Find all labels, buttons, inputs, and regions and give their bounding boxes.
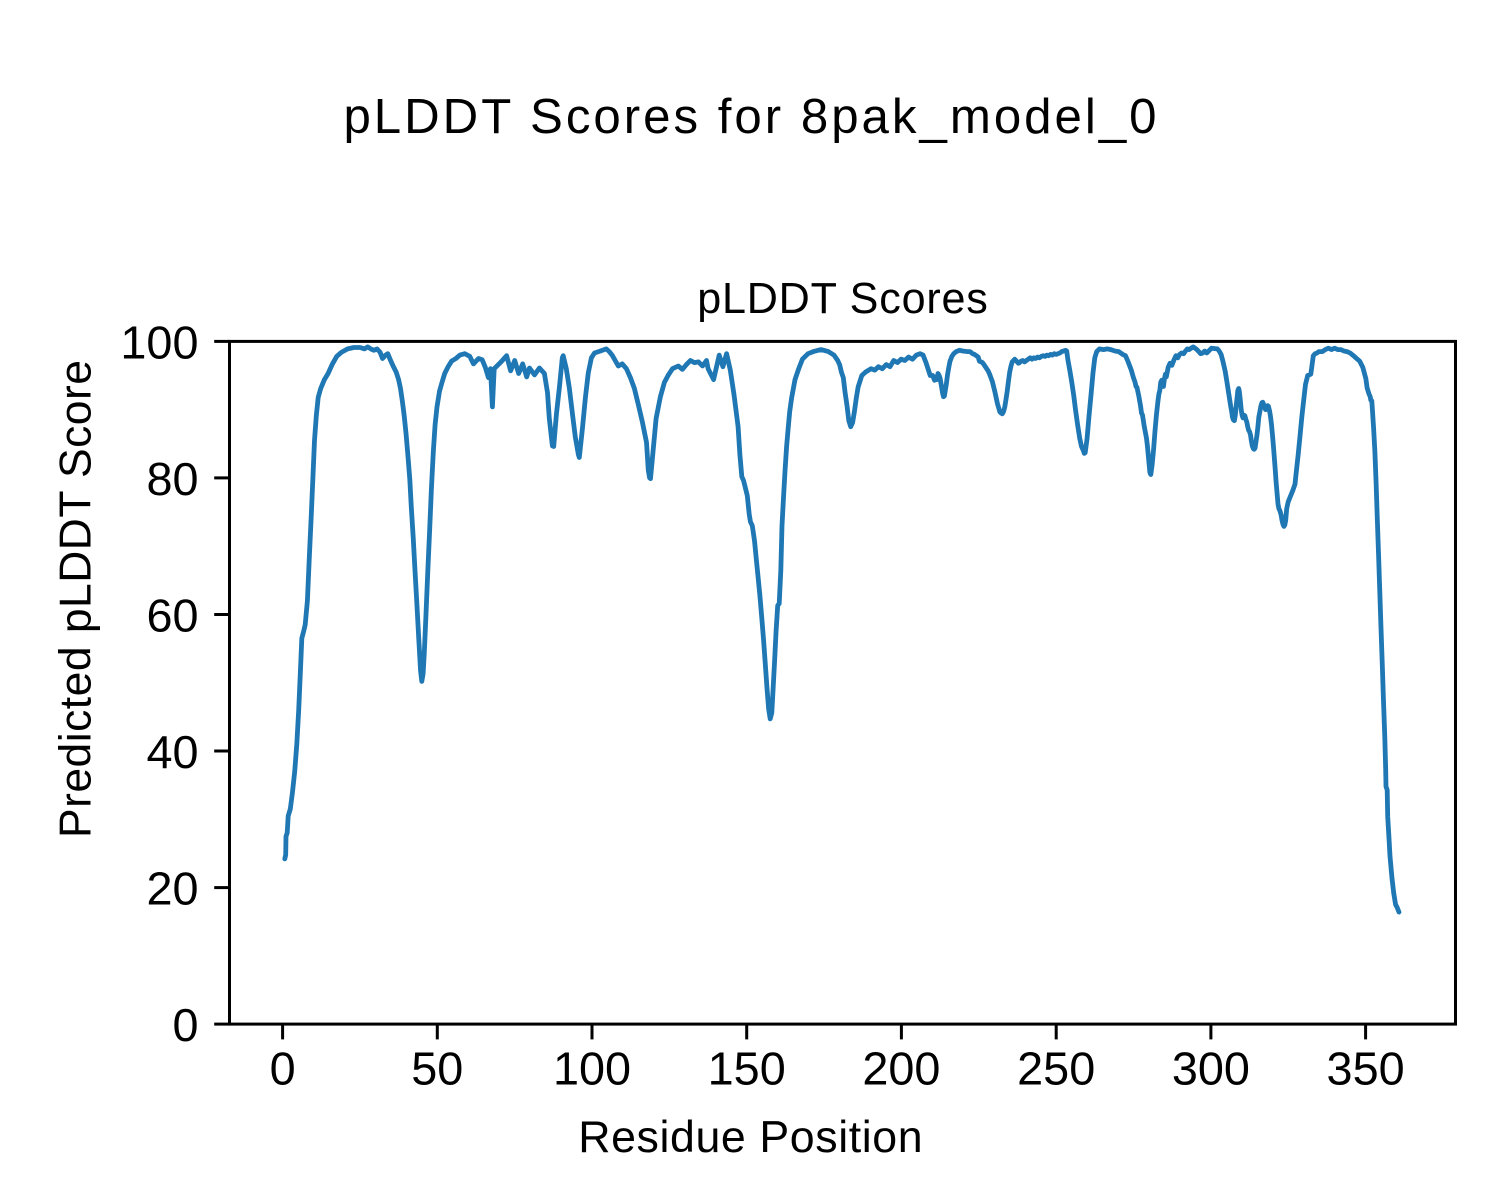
svg-text:200: 200 (862, 1042, 940, 1094)
svg-text:Residue Position: Residue Position (578, 1113, 923, 1162)
svg-text:0: 0 (270, 1042, 296, 1094)
svg-text:Predicted pLDDT Score: Predicted pLDDT Score (52, 360, 101, 838)
svg-text:20: 20 (146, 863, 198, 915)
svg-text:pLDDT Scores: pLDDT Scores (697, 275, 988, 323)
svg-text:250: 250 (1017, 1042, 1095, 1094)
svg-text:100: 100 (553, 1042, 631, 1094)
svg-text:50: 50 (411, 1042, 463, 1094)
svg-text:60: 60 (146, 589, 198, 641)
svg-text:pLDDT Scores for 8pak_model_0: pLDDT Scores for 8pak_model_0 (343, 89, 1159, 144)
svg-text:0: 0 (172, 999, 198, 1051)
svg-text:100: 100 (120, 316, 198, 368)
svg-text:150: 150 (708, 1042, 786, 1094)
svg-text:80: 80 (146, 453, 198, 505)
svg-text:300: 300 (1172, 1042, 1250, 1094)
svg-text:40: 40 (146, 726, 198, 778)
svg-text:350: 350 (1327, 1042, 1405, 1094)
